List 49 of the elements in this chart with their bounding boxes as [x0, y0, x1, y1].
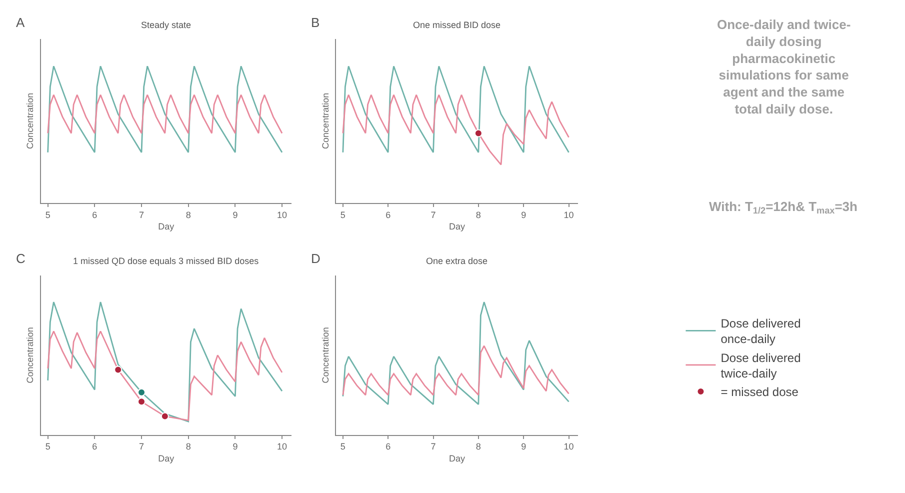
point	[114, 366, 122, 374]
y-axis-title: Concentration	[320, 327, 330, 384]
x-tick-label: 7	[139, 210, 144, 220]
x-tick-label: 6	[386, 442, 391, 452]
x-tick-label: 9	[521, 210, 526, 220]
chart-title: 1 missed QD dose equals 3 missed BID doses	[73, 256, 260, 266]
x-tick-label: 10	[277, 442, 288, 452]
legend-label: = missed dose	[720, 385, 799, 400]
point	[138, 388, 146, 396]
legend-label: Dose delivered once-daily	[720, 316, 801, 346]
x-tick-label: 7	[139, 442, 144, 452]
point	[138, 398, 146, 406]
x-tick-label: 6	[92, 442, 98, 452]
text: B	[311, 15, 320, 30]
x-axis-title: Day	[448, 453, 466, 464]
point	[160, 412, 169, 420]
legend-label: Dose delivered twice-daily	[720, 350, 801, 380]
x-tick-label: 8	[186, 442, 191, 452]
x-tick-label: 5	[45, 442, 50, 452]
y-axis-title: Concentration	[320, 92, 330, 149]
text: C	[16, 251, 26, 266]
x-tick-label: 6	[386, 210, 391, 220]
text: With: T$_{1/2}$=12h& T$_{max}$=3h	[709, 199, 858, 216]
text: D	[311, 251, 320, 266]
x-tick-label: 8	[476, 442, 481, 452]
x-tick-label: 8	[476, 210, 481, 220]
y-axis-title: Concentration	[25, 327, 36, 384]
x-tick-label: 5	[340, 210, 346, 220]
chart-title: Steady state	[141, 20, 192, 30]
x-tick-label: 9	[521, 442, 526, 452]
x-tick-label: 10	[564, 210, 574, 220]
x-tick-label: 9	[232, 442, 238, 452]
x-tick-label: 5	[45, 210, 50, 220]
x-tick-label: 8	[186, 210, 191, 220]
chart-title: One missed BID dose	[413, 20, 501, 30]
x-axis-title: Day	[158, 222, 175, 232]
x-axis-title: Day	[158, 453, 175, 464]
x-tick-label: 7	[430, 442, 436, 452]
text: Once-daily and twice-daily dosing pharmacokinetic simulations for same agent and the same total daily dose.	[717, 17, 851, 116]
x-tick-label: 5	[340, 442, 346, 452]
x-tick-label: 7	[430, 210, 436, 220]
y-axis-title: Concentration	[25, 92, 36, 149]
x-axis-title: Day	[448, 222, 466, 232]
chart-title: One extra dose	[426, 256, 488, 266]
text: A	[16, 15, 25, 30]
x-tick-label: 10	[564, 442, 574, 452]
x-tick-label: 9	[232, 210, 238, 220]
x-tick-label: 10	[277, 210, 288, 220]
x-tick-label: 6	[92, 210, 98, 220]
